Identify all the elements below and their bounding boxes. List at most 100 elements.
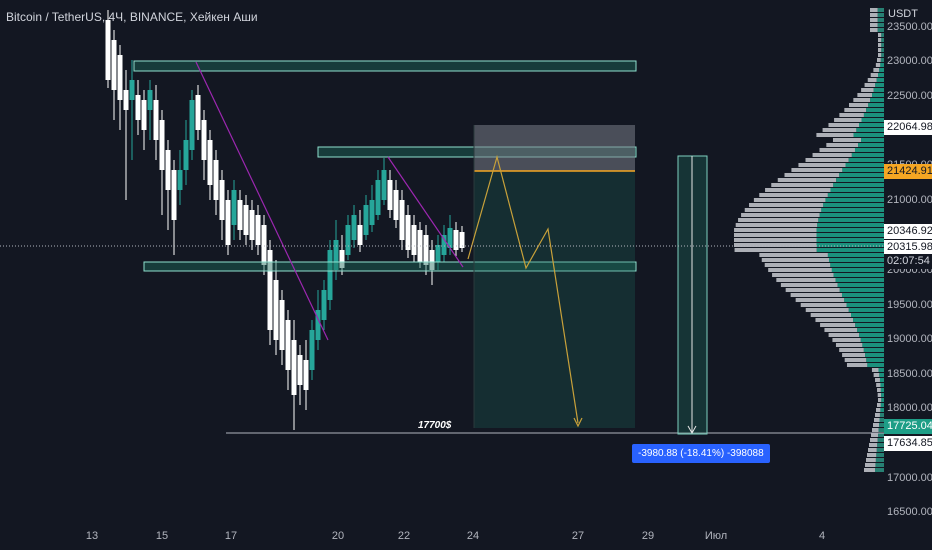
candle-body — [249, 210, 255, 240]
candle-body — [351, 215, 357, 240]
volume-profile-bar — [881, 38, 884, 42]
volume-profile-bar — [825, 198, 884, 202]
volume-profile-bar — [859, 333, 884, 337]
volume-profile-bar — [879, 423, 884, 427]
candle-body — [177, 170, 183, 190]
volume-profile-bar — [828, 258, 884, 262]
volume-profile-bar — [861, 118, 884, 122]
time-tick: 15 — [156, 530, 168, 542]
volume-profile-bar — [877, 18, 884, 22]
volume-profile-bar — [817, 223, 884, 227]
trendline-2[interactable] — [387, 156, 464, 268]
position-target-zone[interactable] — [474, 171, 635, 428]
price-tick: 16500.00 — [887, 506, 932, 518]
candle-body — [165, 150, 171, 190]
volume-profile-bar — [798, 163, 846, 167]
volume-profile-bar — [854, 148, 884, 152]
time-tick: 13 — [86, 530, 98, 542]
volume-profile-bar — [853, 318, 884, 322]
volume-profile-bar — [734, 238, 817, 242]
projection-path[interactable] — [467, 154, 579, 424]
volume-profile-bar — [833, 183, 884, 187]
candle-body — [291, 340, 297, 395]
volume-profile-bar — [862, 343, 884, 347]
time-axis[interactable]: 13 15 17 20 22 24 27 29 Июл 4 — [86, 530, 825, 542]
volume-profile-bar — [772, 273, 834, 277]
candle-body — [441, 235, 447, 255]
volume-profile-bar — [805, 308, 849, 312]
volume-profile-bar — [842, 168, 884, 172]
volume-profile-bar — [880, 58, 884, 62]
candle-body — [363, 205, 369, 235]
volume-profile-bar — [878, 73, 884, 77]
volume-profile-bar — [858, 143, 884, 147]
volume-profile-bar — [765, 188, 831, 192]
price-tick: 23500.00 — [887, 21, 932, 33]
currency-label[interactable]: USDT — [888, 8, 918, 20]
volume-profile-bar — [771, 183, 834, 187]
volume-profile-bar — [835, 278, 884, 282]
volume-profile-bar — [839, 113, 864, 117]
trendline-1[interactable] — [195, 61, 329, 341]
price-tick: 21000.00 — [887, 194, 932, 206]
volume-profile-bar — [833, 273, 884, 277]
price-tick: 18500.00 — [887, 368, 932, 380]
candle-body — [105, 20, 111, 80]
volume-profile-bar — [761, 258, 829, 262]
volume-profile-bar — [841, 293, 884, 297]
candle-body — [333, 240, 339, 270]
support-zone[interactable] — [143, 261, 637, 272]
volume-profile-bar — [878, 38, 882, 42]
price-label-last: 20315.98 — [884, 240, 932, 255]
volume-profile-bar — [759, 253, 828, 257]
volume-profile-bar — [759, 193, 828, 197]
volume-profile-bar — [861, 88, 874, 92]
volume-profile-bar — [861, 138, 884, 142]
candle-body — [399, 200, 405, 240]
volume-profile-bar — [835, 343, 863, 347]
candle-body — [357, 225, 363, 245]
volume-profile-bar — [790, 293, 842, 297]
price-tick: 19000.00 — [887, 333, 932, 345]
volume-profile-bar — [816, 133, 854, 137]
volume-profile-bar — [864, 83, 876, 87]
candle-body — [129, 80, 135, 100]
volume-profile-bar — [879, 418, 884, 422]
volume-profile-bar — [828, 123, 860, 127]
volume-profile-bar — [805, 158, 849, 162]
volume-profile-bar — [824, 328, 858, 332]
price-label-22064: 22064.98 — [884, 120, 932, 135]
candle-body — [423, 235, 429, 265]
volume-profile-bar — [878, 398, 882, 402]
candle-body — [201, 120, 207, 160]
candle-body — [183, 140, 189, 170]
volume-profile-bar — [851, 313, 884, 317]
volume-profile-bar — [815, 318, 854, 322]
candle-body — [369, 200, 375, 225]
volume-profile-bar — [816, 233, 884, 237]
resistance-zone-top[interactable] — [133, 60, 637, 72]
volume-profile-bar — [819, 213, 884, 217]
volume-profile-bar — [812, 153, 852, 157]
symbol-title[interactable]: Bitcoin / TetherUS, 4Ч, BINANCE, Хейкен … — [6, 10, 258, 24]
volume-profile-bar — [734, 243, 817, 247]
volume-profile-bar — [876, 383, 881, 387]
volume-profile-bar — [816, 243, 884, 247]
volume-profile-bar — [780, 283, 838, 287]
candle-body — [153, 100, 159, 140]
candle-body — [309, 330, 315, 370]
candle-body — [279, 300, 285, 350]
volume-profile-bar — [879, 378, 884, 382]
volume-profile-bar — [753, 198, 826, 202]
position-stop-zone[interactable] — [474, 125, 635, 171]
candle-body — [117, 55, 123, 100]
candle-body — [345, 225, 351, 255]
time-tick: 29 — [642, 530, 654, 542]
candle-body — [213, 160, 219, 200]
volume-profile-bar — [877, 13, 884, 17]
candle-body — [231, 190, 237, 225]
volume-profile-bar — [856, 128, 884, 132]
volume-profile-bar — [881, 53, 884, 57]
measure-badge[interactable]: -3980.88 (-18.41%) -398088 — [632, 444, 770, 463]
